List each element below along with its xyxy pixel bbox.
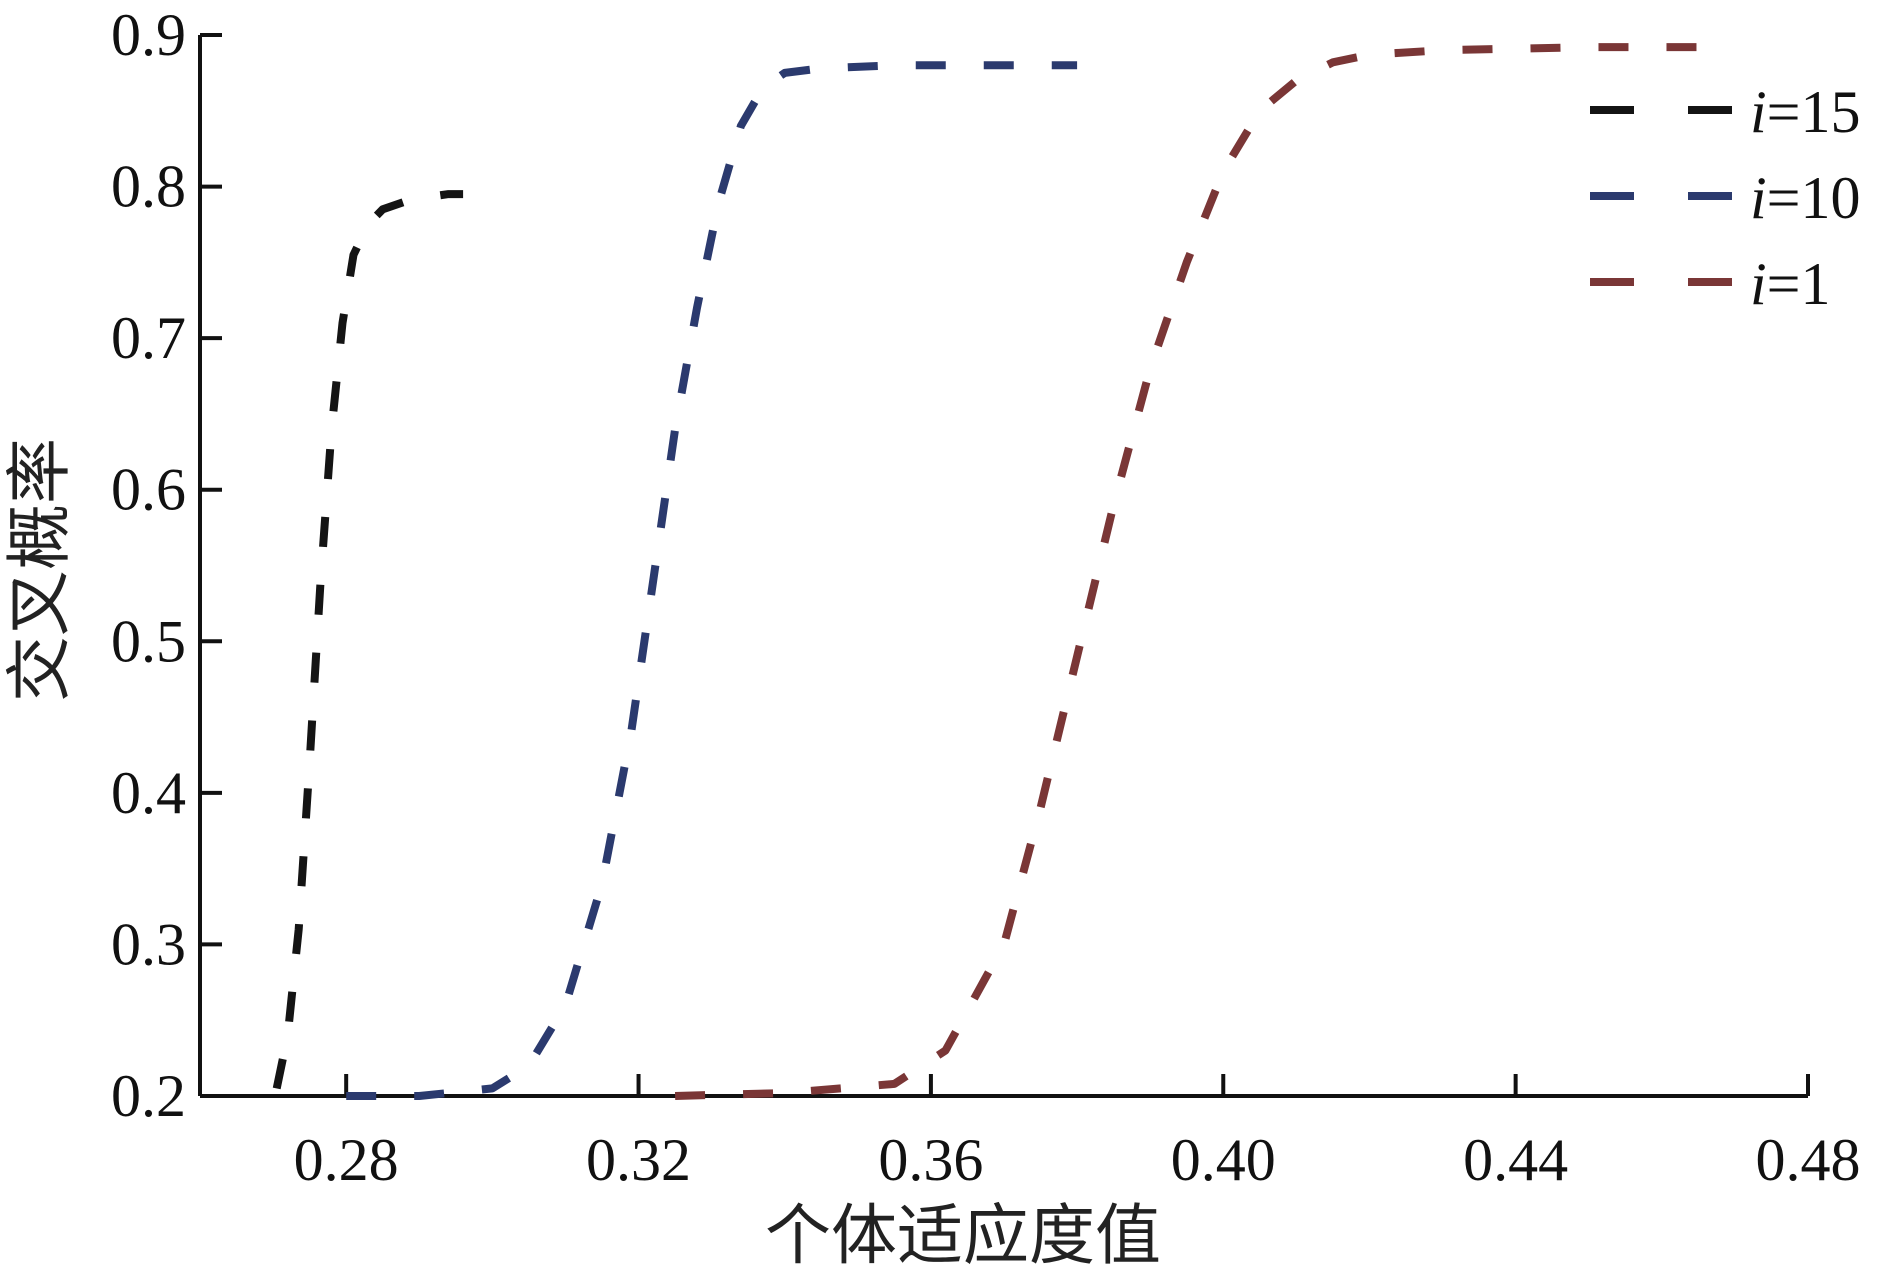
- x-axis-title: 个体适应度值: [765, 1197, 1161, 1274]
- x-tick-label: 0.36: [878, 1127, 983, 1193]
- y-tick-label: 0.4: [111, 760, 186, 826]
- legend: i=15 i=10 i=1: [1590, 79, 1861, 317]
- y-tick-label: 0.5: [111, 608, 186, 674]
- x-tick-label: 0.40: [1171, 1127, 1276, 1193]
- x-tick-label: 0.44: [1463, 1127, 1568, 1193]
- y-tick-label: 0.8: [111, 154, 186, 220]
- y-tick-label: 0.3: [111, 911, 186, 977]
- y-tick-label: 0.6: [111, 457, 186, 523]
- legend-label-2: i=1: [1750, 251, 1831, 317]
- y-tick-label: 0.2: [111, 1063, 186, 1129]
- y-tick-label: 0.9: [111, 2, 186, 68]
- x-tick-label: 0.28: [294, 1127, 399, 1193]
- y-tick-label: 0.7: [111, 305, 186, 371]
- axes: 0.28 0.32 0.36 0.40 0.44 0.48 0.2 0.3 0.4 0.5 0.6 0…: [111, 2, 1861, 1193]
- x-tick-label: 0.32: [586, 1127, 691, 1193]
- series-line-1: [346, 61, 1078, 1100]
- series-line-2: [674, 43, 1713, 1100]
- series-layer: [272, 43, 1713, 1100]
- x-tick-label: 0.48: [1756, 1127, 1861, 1193]
- legend-label-1: i=10: [1750, 165, 1861, 231]
- series-line-0: [272, 190, 464, 1090]
- legend-label-0: i=15: [1750, 79, 1861, 145]
- y-axis-title: 交叉概率: [1, 438, 78, 702]
